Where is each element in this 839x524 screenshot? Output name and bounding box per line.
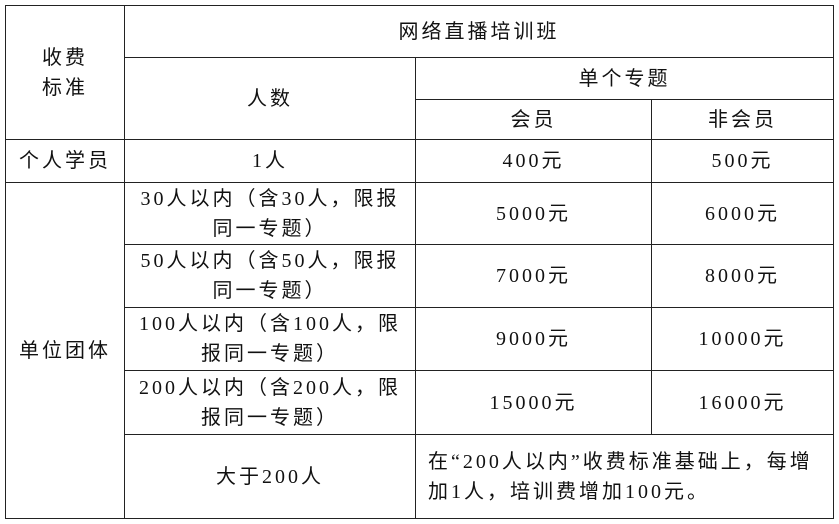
fee-standard-header: 收费标准 [5, 5, 125, 140]
member-price: 400元 [415, 139, 652, 183]
non-member-header: 非会员 [651, 99, 834, 140]
table-row: 200人以内（含200人，限报同一专题） 15000元 16000元 [6, 370, 834, 435]
table-row: 100人以内（含100人，限报同一专题） 9000元 10000元 [6, 307, 834, 371]
headcount-cell: 1人 [124, 139, 416, 183]
over-limit-note: 在“200人以内”收费标准基础上，每增加1人，培训费增加100元。 [415, 434, 834, 519]
headcount-cell: 30人以内（含30人，限报同一专题） [124, 182, 416, 245]
headcount-cell: 200人以内（含200人，限报同一专题） [124, 370, 416, 435]
table-row: 单位团体 30人以内（含30人，限报同一专题） 5000元 6000元 [5, 182, 834, 519]
fee-table: 收费标准 网络直播培训班 人数 单个专题 会员 非会员 个人学员 1人 400元… [5, 5, 834, 519]
member-price: 9000元 [415, 307, 652, 371]
member-price: 7000元 [415, 244, 652, 308]
row-category: 单位团体 [5, 182, 125, 519]
non-member-price: 6000元 [651, 182, 834, 245]
program-header: 网络直播培训班 [124, 5, 834, 58]
headcount-header: 人数 [124, 57, 416, 140]
member-price: 15000元 [415, 370, 652, 435]
table-row: 大于200人 在“200人以内”收费标准基础上，每增加1人，培训费增加100元。 [6, 434, 834, 519]
single-topic-header: 单个专题 [415, 57, 834, 100]
member-price: 5000元 [415, 182, 652, 245]
headcount-cell: 100人以内（含100人，限报同一专题） [124, 307, 416, 371]
non-member-price: 10000元 [651, 307, 834, 371]
non-member-price: 8000元 [651, 244, 834, 308]
headcount-cell: 大于200人 [124, 434, 416, 519]
non-member-price: 500元 [651, 139, 834, 183]
headcount-cell: 50人以内（含50人，限报同一专题） [124, 244, 416, 308]
table-row: 个人学员 1人 400元 500元 [5, 139, 834, 183]
non-member-price: 16000元 [651, 370, 834, 435]
member-header: 会员 [415, 99, 652, 140]
row-category: 个人学员 [5, 139, 125, 183]
table-row: 50人以内（含50人，限报同一专题） 7000元 8000元 [6, 244, 834, 308]
